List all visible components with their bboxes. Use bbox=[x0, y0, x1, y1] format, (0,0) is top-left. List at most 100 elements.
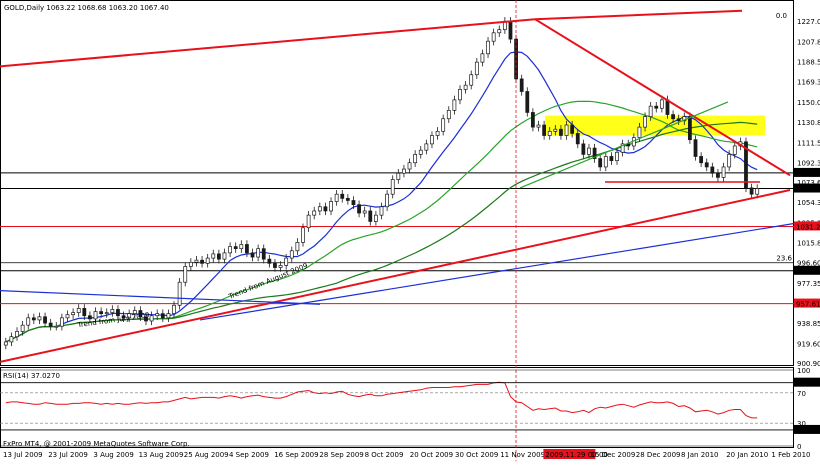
candle-body bbox=[637, 126, 642, 138]
candle-body bbox=[312, 210, 317, 216]
candle-body bbox=[446, 110, 451, 120]
candle-body bbox=[3, 341, 8, 346]
candle-body bbox=[317, 206, 322, 212]
candle-body bbox=[469, 74, 474, 86]
main-chart-frame bbox=[0, 0, 794, 366]
candle-body bbox=[104, 312, 109, 314]
candle-body bbox=[26, 317, 31, 326]
candle-body bbox=[239, 244, 244, 250]
candle-body bbox=[693, 139, 698, 157]
candle-body bbox=[385, 193, 389, 208]
candle-body bbox=[727, 154, 732, 168]
candle-body bbox=[43, 316, 47, 324]
candle-body bbox=[88, 315, 92, 320]
price-label-box bbox=[794, 183, 820, 193]
rsi-tick-label: 30 bbox=[797, 420, 806, 428]
candle-body bbox=[116, 309, 120, 317]
resistance-zone bbox=[545, 115, 765, 136]
x-axis-label: 16 Sep 2009 bbox=[274, 451, 318, 459]
candle-body bbox=[132, 310, 137, 314]
candle-body bbox=[289, 250, 294, 259]
candle-body bbox=[587, 147, 591, 155]
price-label-box bbox=[794, 221, 820, 231]
candle-body bbox=[424, 143, 429, 151]
candle-body bbox=[704, 162, 709, 168]
upper-channel-line bbox=[0, 18, 536, 68]
rsi-tick-label: 100 bbox=[797, 367, 810, 375]
candle-body bbox=[710, 166, 715, 174]
candle-body bbox=[295, 242, 300, 252]
y-tick-label: 900.90 bbox=[797, 360, 820, 368]
x-axis-label: 13 Aug 2009 bbox=[139, 451, 184, 459]
candle-body bbox=[480, 53, 485, 63]
candle-body bbox=[671, 114, 675, 120]
candle-body bbox=[435, 130, 440, 136]
y-tick-label: 1073.60 bbox=[797, 179, 820, 187]
ma-fast-line bbox=[5, 51, 758, 343]
price-label-text: 1031.20 bbox=[796, 223, 820, 231]
candle-body bbox=[205, 257, 210, 264]
candle-body bbox=[37, 316, 42, 321]
candle-body bbox=[463, 84, 468, 90]
candle-body bbox=[48, 322, 53, 327]
rsi-line bbox=[5, 381, 758, 419]
x-axis-label: 13 Jul 2009 bbox=[3, 451, 43, 459]
candle-body bbox=[452, 99, 457, 111]
y-tick-label: 938.85 bbox=[797, 320, 820, 328]
candle-body bbox=[676, 118, 681, 122]
candle-body bbox=[216, 253, 221, 260]
upper-channel-line-ext bbox=[534, 9, 743, 21]
candle-body bbox=[15, 331, 19, 338]
x-axis-label: 28 Sep 2009 bbox=[319, 451, 363, 459]
y-tick-label: 1227.05 bbox=[797, 18, 820, 26]
candle-body bbox=[620, 143, 625, 153]
x-axis-label: 2009.11.29 00:00 bbox=[545, 451, 607, 459]
x-axis-label: 1 Feb 2010 bbox=[771, 451, 810, 459]
candle-body bbox=[177, 281, 182, 306]
y-tick-label: 1054.35 bbox=[797, 199, 820, 207]
candle-body bbox=[166, 313, 171, 319]
rsi-chart-frame bbox=[0, 367, 794, 448]
candle-body bbox=[615, 151, 619, 162]
candle-body bbox=[458, 89, 462, 101]
candle-body bbox=[127, 313, 132, 319]
candle-body bbox=[508, 20, 513, 40]
candle-body bbox=[497, 29, 502, 34]
candle-body bbox=[542, 124, 547, 136]
x-axis-label: 15 Dec 2009 bbox=[591, 451, 636, 459]
candle-body bbox=[368, 210, 373, 222]
candle-body bbox=[643, 116, 647, 128]
y-tick-label: 1015.85 bbox=[797, 240, 820, 248]
candle-body bbox=[755, 188, 760, 195]
candle-body bbox=[659, 99, 664, 109]
candle-body bbox=[413, 154, 418, 164]
candle-body bbox=[256, 248, 261, 258]
candle-body bbox=[93, 311, 98, 320]
candle-body bbox=[65, 314, 70, 319]
x-axis-label: 4 Sep 2009 bbox=[229, 451, 269, 459]
candle-body bbox=[172, 304, 176, 314]
candle-body bbox=[598, 158, 603, 168]
candle-body bbox=[626, 143, 631, 147]
rsi-value-box bbox=[794, 424, 820, 434]
rsi-tick-label: 70 bbox=[797, 390, 806, 398]
candle-body bbox=[648, 105, 653, 117]
candle-body bbox=[402, 168, 406, 174]
trend-august-label: Trend from August 2009 bbox=[227, 262, 309, 301]
candle-body bbox=[519, 78, 524, 92]
candle-body bbox=[323, 206, 328, 212]
candle-body bbox=[345, 198, 350, 201]
candle-body bbox=[200, 259, 204, 264]
candle-body bbox=[362, 210, 367, 214]
candle-body bbox=[59, 317, 64, 327]
candle-body bbox=[749, 187, 754, 195]
x-axis-label: 25 Aug 2009 bbox=[184, 451, 229, 459]
candle-body bbox=[183, 266, 188, 283]
candle-body bbox=[31, 317, 36, 321]
x-axis-label: 28 Dec 2009 bbox=[636, 451, 681, 459]
x-axis-label: 20 Jan 2010 bbox=[726, 451, 768, 459]
candle-body bbox=[547, 130, 552, 136]
candle-body bbox=[188, 261, 193, 267]
y-tick-label: 919.60 bbox=[797, 340, 820, 348]
